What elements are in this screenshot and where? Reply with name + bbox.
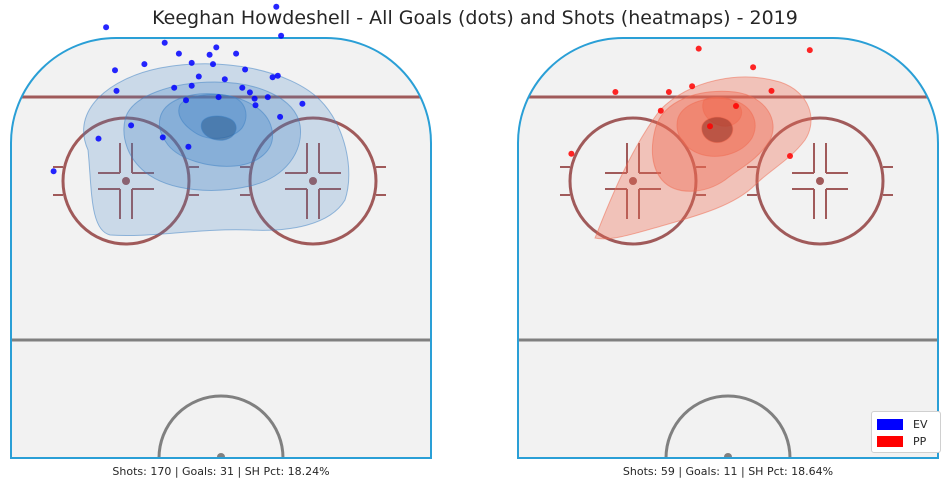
- goal-dot: [171, 84, 178, 91]
- legend-swatch-pp: [877, 435, 903, 447]
- center-circle: [157, 394, 285, 458]
- goal-dot: [274, 72, 281, 79]
- goal-dot: [103, 24, 110, 31]
- rink-markings: [11, 63, 431, 458]
- goal-dot: [252, 102, 259, 109]
- goal-dot: [185, 143, 192, 150]
- goal-dot: [188, 82, 195, 89]
- goal-dot: [188, 59, 195, 66]
- faceoff-dot: [629, 177, 637, 185]
- goal-dot: [768, 87, 775, 94]
- legend-item-ev: EV: [877, 417, 927, 431]
- goal-dot: [113, 87, 120, 94]
- goal-dot: [221, 76, 228, 83]
- faceoff-dot: [816, 177, 824, 185]
- chart-title: Keeghan Howdeshell - All Goals (dots) an…: [152, 7, 798, 29]
- goal-dot: [787, 153, 793, 159]
- goal-dot: [806, 47, 813, 54]
- legend-label-ev: EV: [913, 417, 928, 431]
- faceoff-circle: [248, 116, 378, 246]
- goal-dot: [299, 100, 306, 107]
- goal-dot: [95, 135, 102, 142]
- legend-item-pp: PP: [877, 434, 926, 448]
- goal-dot: [750, 64, 757, 71]
- goal-dot: [213, 44, 220, 51]
- goal-dot: [233, 50, 240, 57]
- density-contour: [123, 81, 302, 191]
- goal-dot: [175, 50, 182, 57]
- legend-swatch-ev: [877, 418, 903, 430]
- goal-dot: [141, 61, 148, 68]
- rink-surface: [11, 38, 431, 458]
- goal-dot: [242, 66, 249, 73]
- goal-dot: [612, 89, 619, 95]
- goal-dot: [112, 67, 118, 74]
- goal-dot: [161, 39, 168, 46]
- faceoff-circle: [568, 116, 698, 246]
- goal-dot: [159, 134, 166, 141]
- legend-label-pp: PP: [913, 434, 927, 448]
- goal-dot: [695, 45, 702, 52]
- goal-dot: [195, 73, 202, 80]
- goal-dot: [246, 89, 253, 96]
- goal-dot: [707, 123, 713, 130]
- ev-caption: Shots: 170 | Goals: 31 | SH Pct: 18.24%: [112, 465, 330, 478]
- goal-dot: [665, 89, 672, 95]
- goal-dot: [215, 94, 222, 101]
- faceoff-circle: [755, 116, 885, 246]
- goal-dot: [50, 168, 57, 175]
- goal-dot: [277, 113, 284, 120]
- center-circle: [664, 394, 792, 458]
- density-contour: [594, 76, 812, 240]
- goal-dot: [210, 61, 216, 68]
- goal-dot: [657, 107, 664, 114]
- rink-border: [517, 37, 939, 459]
- density-contour: [701, 116, 734, 144]
- rink-border: [10, 37, 432, 459]
- pp-caption: Shots: 59 | Goals: 11 | SH Pct: 18.64%: [622, 465, 834, 478]
- goal-dot: [278, 32, 285, 39]
- faceoff-dot: [122, 177, 130, 185]
- rink-panel-pp: [517, 37, 939, 459]
- goal-dot: [273, 3, 280, 10]
- goal-dot: [269, 74, 276, 81]
- rink-surface: [518, 38, 938, 458]
- goal-dot: [239, 84, 246, 91]
- goal-dot: [264, 94, 271, 101]
- goal-dot: [183, 97, 189, 104]
- rink-markings: [518, 76, 938, 458]
- rink-panel-ev: [10, 3, 432, 459]
- goal-dot: [128, 122, 135, 129]
- density-contour: [83, 63, 350, 237]
- goal-dot: [689, 83, 696, 90]
- goal-dot: [733, 103, 739, 109]
- legend: EV PP: [871, 411, 941, 453]
- goal-dot: [568, 150, 575, 157]
- goal-dot: [251, 95, 258, 102]
- faceoff-dot: [309, 177, 317, 185]
- goal-dot: [206, 51, 213, 58]
- density-contour: [200, 115, 237, 141]
